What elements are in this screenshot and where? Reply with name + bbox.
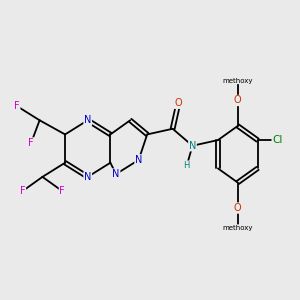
Text: F: F	[59, 186, 65, 196]
Text: F: F	[20, 186, 26, 196]
Text: N: N	[135, 155, 142, 165]
Text: Cl: Cl	[272, 135, 283, 145]
Text: O: O	[234, 203, 242, 213]
Text: methoxy: methoxy	[223, 78, 253, 84]
Text: N: N	[112, 169, 120, 179]
Text: N: N	[189, 141, 196, 151]
Text: F: F	[28, 138, 34, 148]
Text: O: O	[175, 98, 182, 108]
Text: H: H	[184, 161, 190, 170]
Text: methoxy: methoxy	[223, 225, 253, 231]
Text: N: N	[84, 172, 92, 182]
Text: F: F	[14, 101, 20, 111]
Text: O: O	[234, 95, 242, 106]
Text: N: N	[84, 115, 92, 125]
